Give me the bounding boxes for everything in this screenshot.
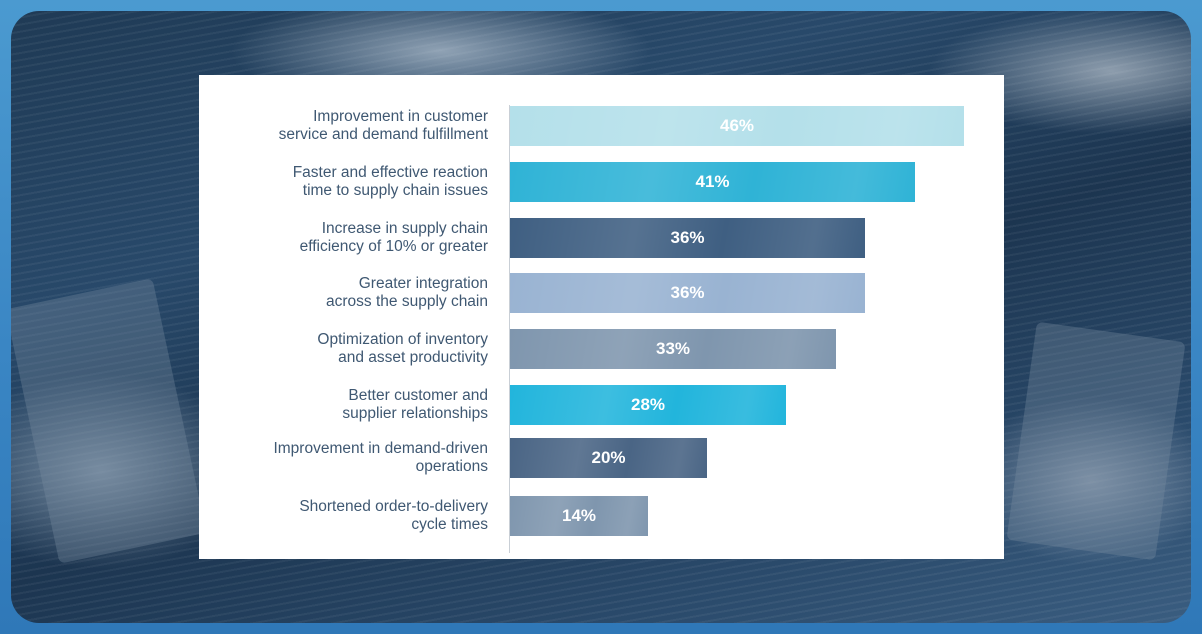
chart-panel: Improvement in customer service and dema… — [199, 75, 1004, 559]
bar-row: Improvement in customer service and dema… — [199, 106, 1004, 146]
bar-row: Shortened order-to-delivery cycle times 1… — [199, 496, 1004, 536]
category-label: Increase in supply chain efficiency of 1… — [299, 220, 488, 255]
bar-row: Better customer and supplier relationshi… — [199, 385, 1004, 425]
bar-texture — [510, 273, 865, 313]
bar-row: Optimization of inventory and asset prod… — [199, 329, 1004, 369]
category-label: Better customer and supplier relationshi… — [342, 387, 488, 422]
bar-texture — [510, 218, 865, 258]
bar: 41% — [510, 162, 915, 202]
bar-texture — [510, 329, 836, 369]
bar-value-label: 46% — [719, 116, 755, 135]
category-label: Greater integration across the supply ch… — [326, 275, 488, 310]
bar: 33% — [510, 329, 836, 369]
bar-row: Increase in supply chain efficiency of 1… — [199, 218, 1004, 258]
category-label: Improvement in demand-driven operations — [273, 440, 488, 475]
bar: 14% — [510, 496, 648, 536]
placemat-right — [1006, 321, 1186, 561]
bar-texture — [510, 162, 915, 202]
bar-texture — [510, 385, 786, 425]
category-label: Improvement in customer service and dema… — [278, 108, 488, 143]
y-axis-line — [509, 105, 510, 553]
bar-texture — [510, 496, 648, 536]
bar-value-label: 36% — [670, 283, 705, 302]
bar-row: Improvement in demand-driven operations 2… — [199, 438, 1004, 478]
category-label: Optimization of inventory and asset prod… — [317, 331, 488, 366]
bar-value-label: 33% — [655, 339, 691, 358]
bar-row: Greater integration across the supply ch… — [199, 273, 1004, 313]
category-label: Faster and effective reaction time to su… — [292, 164, 488, 199]
bar-texture — [510, 438, 707, 478]
bar: 36% — [510, 218, 865, 258]
bar: 28% — [510, 385, 786, 425]
bar-value-label: 41% — [695, 172, 730, 191]
bar-value-label: 28% — [630, 395, 666, 414]
bar: 46% — [510, 106, 964, 146]
bar: 36% — [510, 273, 865, 313]
placemat-left — [11, 278, 207, 564]
bar: 20% — [510, 438, 707, 478]
bar-row: Faster and effective reaction time to su… — [199, 162, 1004, 202]
bar-value-label: 14% — [561, 506, 597, 525]
bar-value-label: 20% — [591, 448, 626, 467]
bar-texture — [510, 106, 964, 146]
bar-value-label: 36% — [670, 228, 705, 247]
category-label: Shortened order-to-delivery cycle times — [299, 498, 488, 533]
